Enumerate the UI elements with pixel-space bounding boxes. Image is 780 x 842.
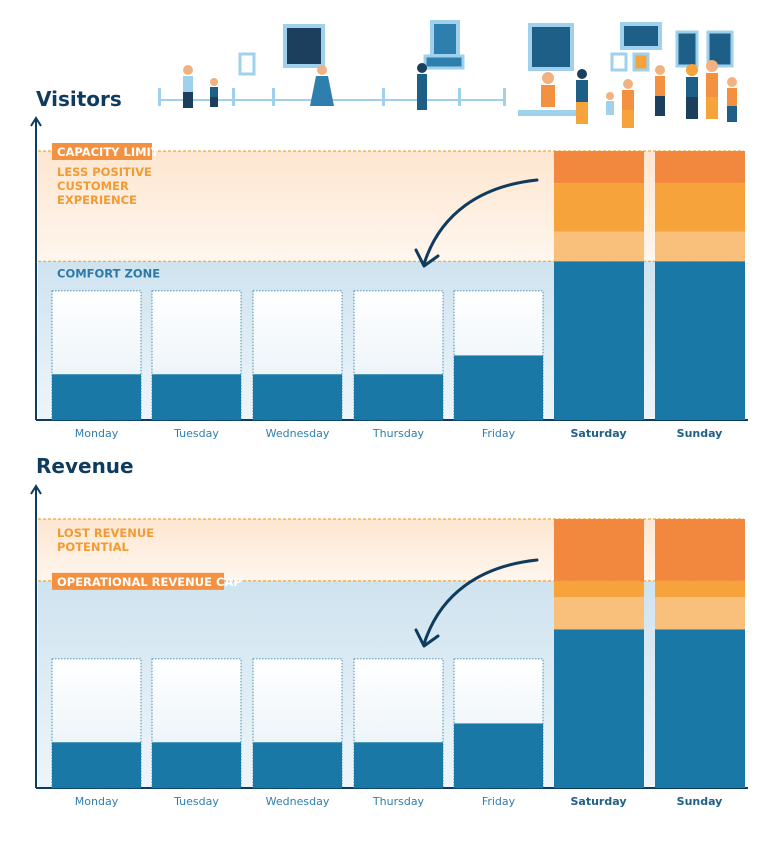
x-tick-label: Wednesday [266, 795, 330, 808]
museum-illustration [158, 20, 737, 128]
bar-overflow-segment [655, 151, 745, 184]
stanchion-icon [272, 88, 275, 106]
capacity-limit-tag [52, 143, 152, 160]
bar [52, 374, 141, 420]
x-tick-label: Thursday [372, 795, 425, 808]
bar-overflow-segment [554, 231, 644, 262]
x-tick-label: Monday [75, 795, 119, 808]
stanchion-icon [232, 88, 235, 106]
x-tick-label: Sunday [677, 427, 723, 440]
bar-overflow-segment [655, 580, 745, 598]
revenue-cap-tag [52, 572, 224, 590]
bar [152, 374, 241, 420]
revenue-title: Revenue [36, 454, 134, 478]
stanchion-icon [158, 88, 161, 106]
bar [354, 742, 443, 788]
bar-overflow-segment [655, 231, 745, 262]
comfort-zone-label: COMFORT ZONE [57, 266, 160, 280]
shift-arrow-icon [422, 178, 539, 266]
painting-icon [632, 52, 650, 72]
bar-overflow-segment [655, 519, 745, 581]
stanchion-icon [382, 88, 385, 106]
painting-icon [283, 24, 325, 68]
y-axis-arrow-icon [30, 484, 42, 495]
bar [454, 723, 543, 788]
bar [454, 355, 543, 420]
bar [554, 261, 644, 420]
painting-icon [675, 30, 699, 68]
arrowhead-icon [414, 628, 440, 648]
stanchion-icons [158, 88, 506, 106]
painting-icon [610, 52, 628, 72]
bar [655, 261, 745, 420]
painting-icon [620, 22, 662, 50]
visitors-title: Visitors [36, 87, 122, 111]
stanchion-icon [458, 88, 461, 106]
bar-overflow-segment [554, 183, 644, 232]
bar [253, 374, 342, 420]
revenue-cap-label: OPERATIONAL REVENUE CAP [57, 575, 242, 589]
capacity-limit-label: CAPACITY LIMIT [57, 145, 159, 159]
x-tick-label: Tuesday [173, 795, 219, 808]
bar [554, 629, 644, 788]
bar [52, 742, 141, 788]
bar-overflow-segment [655, 597, 745, 630]
x-tick-label: Thursday [372, 427, 425, 440]
bar-overflow-segment [554, 580, 644, 598]
x-tick-label: Sunday [677, 795, 723, 808]
bar [354, 374, 443, 420]
bar-overflow-segment [554, 597, 644, 630]
bar [655, 629, 745, 788]
x-tick-label: Wednesday [266, 427, 330, 440]
bench-icon [518, 110, 588, 116]
x-tick-label: Friday [482, 427, 516, 440]
x-tick-label: Monday [75, 427, 119, 440]
bar [253, 742, 342, 788]
upper-zone-label: LOST REVENUE [57, 526, 154, 540]
chart-marks: Monday Tuesday Wednesday Thursday Friday Satu… [30, 116, 748, 808]
bar [152, 742, 241, 788]
bar-overflow-segment [554, 519, 644, 581]
x-tick-label: Tuesday [173, 427, 219, 440]
painting-icon [238, 52, 256, 76]
visitor-figures [183, 60, 737, 128]
y-axis-arrow-icon [30, 116, 42, 127]
upper-zone-label: POTENTIAL [57, 540, 130, 554]
x-tick-label: Friday [482, 795, 516, 808]
upper-zone-label: LESS POSITIVE [57, 165, 152, 179]
x-tick-label: Saturday [571, 427, 627, 440]
stanchion-icon [503, 88, 506, 106]
bar-overflow-segment [655, 183, 745, 232]
arrowhead-icon [414, 248, 440, 268]
upper-zone-label: CUSTOMER [57, 179, 129, 193]
x-tick-label: Saturday [571, 795, 627, 808]
bar-overflow-segment [554, 151, 644, 184]
painting-icon [430, 20, 460, 58]
shift-arrow-icon [422, 558, 539, 646]
painting-icon [528, 23, 574, 71]
painting-icon [423, 54, 465, 70]
upper-zone-label: EXPERIENCE [57, 193, 137, 207]
